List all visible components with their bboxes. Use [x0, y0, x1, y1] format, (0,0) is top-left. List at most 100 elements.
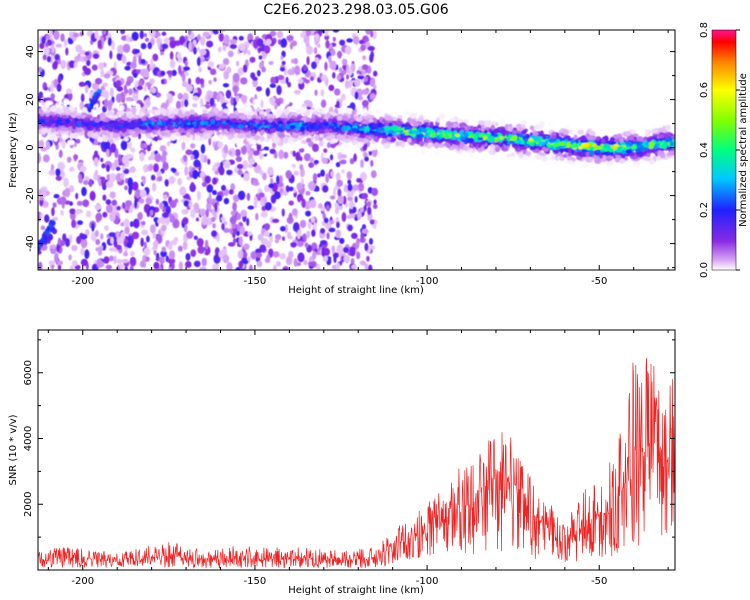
- heatmap-noise-blob: [337, 194, 344, 205]
- heatmap-noise-blob: [148, 30, 156, 38]
- heatmap-noise-blob: [268, 183, 275, 189]
- heatmap-noise-blob: [193, 46, 197, 55]
- heatmap-track-core: [483, 129, 488, 135]
- heatmap-noise-blob: [232, 72, 240, 83]
- heatmap-noise-blob: [103, 256, 110, 264]
- heatmap-track-blob: [97, 136, 102, 143]
- heatmap-noise-blob: [109, 211, 116, 222]
- heatmap-noise-blob: [315, 186, 320, 192]
- heatmap-track-blob: [172, 107, 179, 115]
- heatmap-noise-blob: [148, 156, 153, 161]
- heatmap-track-blob: [562, 154, 568, 158]
- heatmap-track-blob: [251, 139, 257, 146]
- heatmap-noise-blob: [80, 233, 88, 240]
- heatmap-track-blob: [54, 96, 61, 102]
- heatmap-noise-blob: [180, 99, 185, 109]
- heatmap-noise-blob: [73, 61, 78, 69]
- heatmap-noise-blob: [152, 53, 159, 62]
- heatmap-noise-blob: [80, 165, 87, 172]
- heatmap-noise-blob: [113, 255, 117, 265]
- heatmap-track-blob: [253, 135, 261, 141]
- heatmap-track-core: [277, 120, 284, 125]
- heatmap-noise-blob: [218, 32, 224, 42]
- heatmap-noise-blob: [234, 87, 238, 97]
- heatmap-noise-blob: [82, 180, 89, 186]
- heatmap-noise-blob: [297, 78, 304, 84]
- heatmap-noise-blob: [113, 159, 119, 167]
- heatmap-marks: [38, 30, 675, 270]
- heatmap-noise-blob: [144, 37, 150, 42]
- heatmap-noise-blob: [262, 172, 267, 181]
- heatmap-track-blob: [123, 136, 129, 142]
- heatmap-noise-blob: [359, 207, 364, 213]
- heatmap-noise-blob: [293, 188, 297, 194]
- heatmap-noise-blob: [361, 99, 369, 107]
- heatmap-noise-blob: [317, 203, 323, 209]
- heatmap-track-core: [250, 130, 255, 135]
- heatmap-track-core: [215, 116, 221, 121]
- heatmap-noise-blob: [190, 208, 196, 219]
- heatmap-track-blob: [520, 120, 528, 125]
- heatmap-noise-blob: [361, 88, 370, 95]
- heatmap-noise-blob: [190, 154, 195, 161]
- heatmap-track-blob: [38, 135, 42, 141]
- heatmap-noise-blob: [278, 149, 285, 160]
- heatmap-noise-blob: [236, 60, 240, 67]
- heatmap-noise-blob: [60, 209, 64, 216]
- heatmap-noise-blob: [211, 208, 215, 216]
- heatmap-noise-blob: [349, 213, 356, 219]
- heatmap-noise-blob: [234, 149, 241, 157]
- heatmap-track-blob: [170, 134, 177, 141]
- heatmap-noise-blob: [111, 199, 118, 207]
- heatmap-track-blob: [582, 156, 588, 161]
- heatmap-noise-blob: [102, 194, 107, 201]
- heatmap-noise-blob: [45, 42, 49, 48]
- heatmap-noise-blob: [45, 34, 51, 40]
- heatmap-noise-blob: [288, 212, 293, 222]
- heatmap-track-blob: [72, 132, 79, 139]
- heatmap-noise-blob: [265, 38, 272, 46]
- heatmap-track-blob: [590, 136, 597, 141]
- heatmap-noise-blob: [238, 35, 244, 41]
- heatmap-track-blob: [605, 164, 614, 170]
- heatmap-noise-blob: [309, 157, 315, 163]
- heatmap-noise-blob: [207, 94, 211, 100]
- heatmap-noise-blob: [100, 69, 105, 78]
- heatmap-track-blob: [48, 133, 57, 140]
- heatmap-noise-blob: [230, 39, 238, 45]
- heatmap-track-blob: [636, 136, 644, 143]
- heatmap-noise-blob: [330, 171, 335, 177]
- heatmap-noise-blob: [59, 196, 67, 205]
- heatmap-noise-blob: [335, 161, 341, 168]
- heatmap-noise-blob: [302, 64, 307, 71]
- heatmap-noise-blob: [279, 67, 286, 72]
- heatmap-noise-blob: [243, 251, 248, 259]
- heatmap-noise-blob: [209, 68, 217, 76]
- heatmap-noise-blob: [370, 30, 374, 38]
- heatmap-track-blob: [573, 134, 578, 141]
- heatmap-noise-blob: [252, 150, 260, 156]
- heatmap-noise-blob: [196, 56, 201, 67]
- heatmap-noise-blob: [108, 232, 116, 237]
- heatmap-noise-blob: [311, 61, 317, 70]
- heatmap-noise-blob: [184, 60, 189, 67]
- heatmap-track-core: [644, 149, 651, 153]
- heatmap-noise-blob: [169, 51, 174, 60]
- heatmap-noise-blob: [288, 200, 295, 206]
- heatmap-noise-blob: [116, 205, 121, 211]
- heatmap-track-blob: [70, 107, 76, 112]
- heatmap-noise-blob: [71, 244, 78, 252]
- heatmap-noise-blob: [368, 149, 373, 156]
- heatmap-noise-blob: [372, 70, 378, 77]
- heatmap-track-core: [450, 127, 455, 133]
- heatmap-noise-blob: [307, 261, 316, 267]
- heatmap-noise-blob: [305, 230, 311, 239]
- heatmap-noise-blob: [339, 39, 346, 46]
- heatmap-track-blob: [253, 103, 258, 110]
- heatmap-noise-blob: [120, 140, 128, 151]
- heatmap-noise-blob: [238, 236, 244, 246]
- heatmap-track-core: [585, 151, 590, 157]
- heatmap-noise-blob: [117, 44, 125, 55]
- heatmap-track-blob: [444, 110, 451, 115]
- heatmap-noise-blob: [149, 209, 154, 216]
